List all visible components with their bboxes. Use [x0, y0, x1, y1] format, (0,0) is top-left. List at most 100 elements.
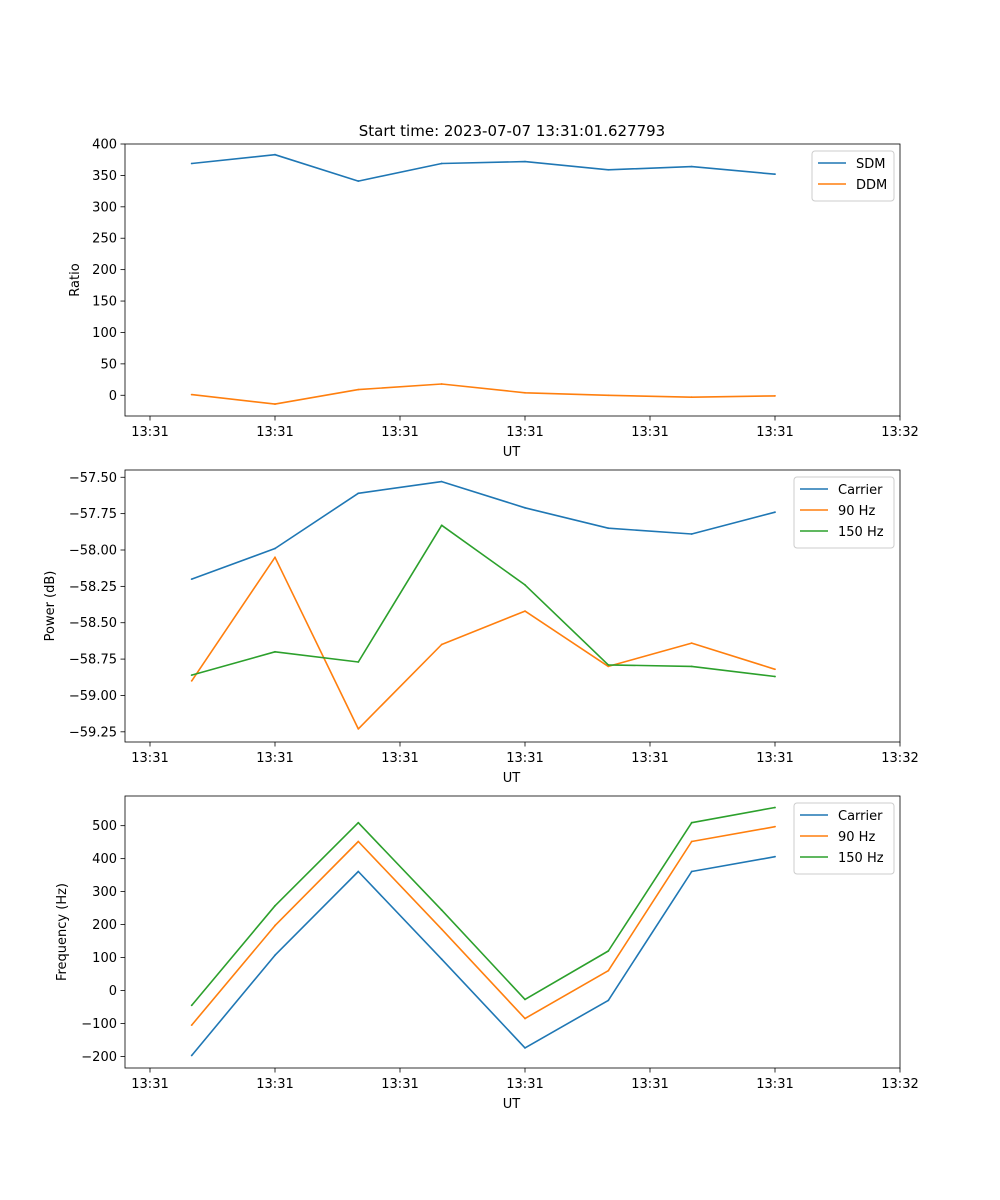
power-x-axis-label: UT [503, 771, 521, 786]
power-x-tick-label: 13:31 [506, 751, 543, 766]
frequency-x-tick-label: 13:31 [756, 1077, 793, 1092]
power-data-point-carrier [357, 492, 360, 495]
frequency-series-line-150-hz [191, 806, 776, 1006]
frequency-data-point-150-hz [440, 909, 443, 911]
power-data-point-carrier [524, 506, 526, 509]
ratio-data-point-ddm [274, 403, 276, 405]
frequency-data-point-150-hz [690, 821, 693, 824]
frequency-data-point-150-hz [607, 950, 610, 952]
frequency-data-point-carrier [607, 999, 610, 1002]
ratio-x-axis-label: UT [503, 445, 521, 460]
ratio-data-point-sdm [274, 153, 276, 156]
power-panel: 13:31 13:31 13:31 13:31 13:31 13:31 13:32 −59.2… [43, 469, 919, 786]
power-y-tick-label: −57.75 [69, 507, 117, 522]
power-y-tick-label: −58.00 [69, 544, 117, 559]
power-data-point-90-hz [690, 642, 693, 644]
power-data-point-carrier [774, 511, 776, 514]
ratio-data-point-sdm [357, 180, 360, 182]
ratio-x-tick-label: 13:32 [881, 425, 918, 440]
frequency-data-point-carrier [274, 954, 276, 957]
power-y-tick-label: −58.25 [69, 580, 117, 595]
frequency-legend-label-90-hz: 90 Hz [838, 830, 875, 845]
frequency-x-tick-label: 13:31 [506, 1077, 543, 1092]
ratio-legend: SDM DDM [811, 150, 895, 202]
power-data-point-150-hz [357, 661, 360, 663]
power-legend-label-carrier: Carrier [838, 483, 883, 498]
frequency-data-point-150-hz [524, 998, 526, 1001]
ratio-data-point-ddm [190, 393, 193, 396]
power-data-point-150-hz [690, 665, 693, 668]
ratio-y-tick-label: 400 [92, 138, 117, 153]
ratio-x-tick-label: 13:31 [381, 425, 418, 440]
power-y-tick-label: −58.75 [69, 653, 117, 668]
power-y-tick-label: −58.50 [69, 616, 117, 631]
ratio-data-point-ddm [524, 391, 526, 394]
power-series-line-carrier [191, 480, 776, 580]
frequency-data-point-90-hz [440, 928, 443, 931]
frequency-x-tick-label: 13:32 [881, 1077, 918, 1092]
frequency-data-point-carrier [190, 1054, 193, 1057]
frequency-data-point-carrier [357, 870, 360, 873]
ratio-y-tick-label: 100 [92, 326, 117, 341]
power-y-tick-label: −59.25 [69, 725, 117, 740]
frequency-data-point-150-hz [190, 1004, 193, 1007]
ratio-legend-label-sdm: SDM [856, 157, 885, 172]
frequency-y-axis-label: Frequency (Hz) [55, 883, 70, 981]
frequency-data-point-90-hz [274, 924, 276, 927]
power-x-tick-label: 13:31 [381, 751, 418, 766]
figure-title: Start time: 2023-07-07 13:31:01.627793 [359, 122, 665, 140]
power-x-tick-label: 13:31 [131, 751, 168, 766]
ratio-data-point-ddm [607, 394, 610, 397]
power-y-tick-label: −57.50 [69, 471, 117, 486]
power-legend-label-90-hz: 90 Hz [838, 504, 875, 519]
power-series-line-150-hz [191, 524, 776, 678]
power-legend: Carrier 90 Hz 150 Hz [793, 476, 895, 549]
power-data-point-150-hz [774, 675, 776, 678]
power-data-point-150-hz [607, 664, 610, 666]
power-legend-label-150-hz: 150 Hz [838, 525, 884, 540]
ratio-y-tick-label: 200 [92, 263, 117, 278]
ratio-data-point-ddm [774, 394, 776, 397]
power-axes-frame [124, 469, 901, 743]
power-data-point-carrier [607, 527, 610, 530]
power-data-point-carrier [690, 533, 693, 535]
ratio-y-tick-label: 0 [109, 389, 117, 404]
ratio-data-point-ddm [690, 396, 693, 399]
ratio-data-point-sdm [774, 173, 776, 176]
power-data-point-90-hz [190, 680, 193, 682]
ratio-series-line-sdm [191, 153, 776, 182]
frequency-y-tick-label: 400 [92, 852, 117, 867]
frequency-data-point-150-hz [774, 806, 776, 809]
power-y-tick-label: −59.00 [69, 689, 117, 704]
frequency-y-tick-label: 100 [92, 951, 117, 966]
frequency-axes-frame [124, 795, 901, 1069]
ratio-x-tick-label: 13:31 [506, 425, 543, 440]
frequency-x-tick-label: 13:31 [631, 1077, 668, 1092]
ratio-y-tick-label: 50 [100, 357, 117, 372]
frequency-y-tick-label: 300 [92, 885, 117, 900]
frequency-x-tick-label: 13:31 [256, 1077, 293, 1092]
power-data-point-90-hz [274, 556, 276, 559]
ratio-panel: 13:31 13:31 13:31 13:31 13:31 13:31 13:32 0 50 10… [68, 138, 919, 461]
ratio-x-tick-label: 13:31 [131, 425, 168, 440]
frequency-legend-label-carrier: Carrier [838, 809, 883, 824]
ratio-axes-frame [124, 143, 901, 417]
ratio-data-point-sdm [607, 168, 610, 171]
ratio-data-point-sdm [690, 165, 693, 168]
ratio-data-point-sdm [524, 160, 526, 163]
ratio-data-point-ddm [357, 388, 360, 391]
ratio-x-tick-label: 13:31 [756, 425, 793, 440]
ratio-y-tick-label: 350 [92, 169, 117, 184]
ratio-y-tick-label: 250 [92, 232, 117, 247]
power-x-tick-label: 13:31 [256, 751, 293, 766]
frequency-data-point-150-hz [357, 821, 360, 824]
frequency-data-point-150-hz [274, 904, 276, 907]
power-data-point-carrier [440, 480, 443, 483]
power-data-point-150-hz [190, 674, 193, 676]
ratio-series-line-ddm [191, 383, 776, 405]
ratio-y-tick-label: 150 [92, 295, 117, 310]
ratio-data-point-sdm [190, 162, 193, 165]
frequency-series-line-90-hz [191, 825, 776, 1026]
frequency-data-point-90-hz [357, 840, 360, 843]
